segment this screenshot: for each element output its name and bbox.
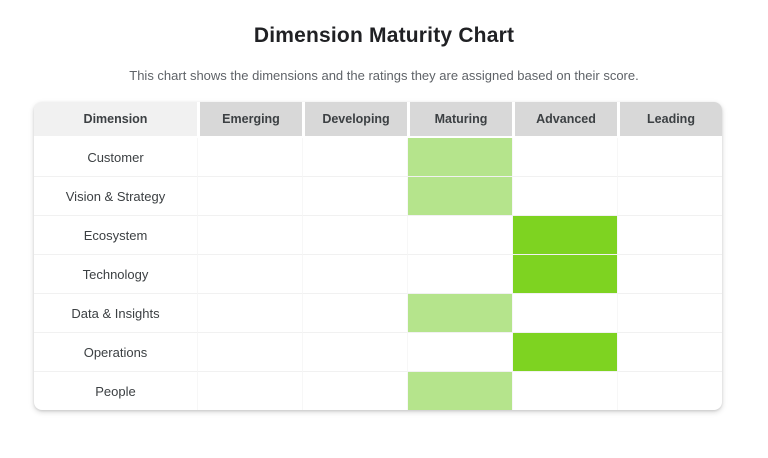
- rating-cell-maturing: [407, 332, 512, 371]
- rating-cell-maturing-filled: [407, 293, 512, 332]
- rating-cell-maturing-filled: [407, 138, 512, 176]
- dimension-label: Data & Insights: [34, 293, 197, 332]
- rating-cell-emerging: [197, 215, 302, 254]
- table-row: Technology: [34, 254, 722, 293]
- table-row: Customer: [34, 138, 722, 176]
- rating-cell-advanced: [512, 176, 617, 215]
- column-header-maturing: Maturing: [407, 102, 512, 138]
- column-header-developing: Developing: [302, 102, 407, 138]
- page-title: Dimension Maturity Chart: [253, 24, 515, 47]
- maturity-table: Dimension Emerging Developing Maturing A…: [34, 102, 722, 410]
- rating-cell-advanced-filled: [512, 332, 617, 371]
- rating-cell-emerging: [197, 332, 302, 371]
- dimension-label: Ecosystem: [34, 215, 197, 254]
- dimension-label: People: [34, 371, 197, 410]
- rating-cell-developing: [302, 176, 407, 215]
- maturity-table-card: Dimension Emerging Developing Maturing A…: [34, 102, 722, 410]
- rating-cell-developing: [302, 138, 407, 176]
- rating-cell-emerging: [197, 176, 302, 215]
- rating-cell-leading: [617, 293, 722, 332]
- column-header-dimension: Dimension: [34, 102, 197, 138]
- rating-cell-leading: [617, 138, 722, 176]
- table-row: Data & Insights: [34, 293, 722, 332]
- dimension-label: Technology: [34, 254, 197, 293]
- rating-cell-developing: [302, 332, 407, 371]
- rating-cell-maturing-filled: [407, 371, 512, 410]
- dimension-label: Operations: [34, 332, 197, 371]
- table-row: Ecosystem: [34, 215, 722, 254]
- rating-cell-leading: [617, 176, 722, 215]
- rating-cell-advanced: [512, 371, 617, 410]
- rating-cell-developing: [302, 254, 407, 293]
- table-row: Vision & Strategy: [34, 176, 722, 215]
- rating-cell-developing: [302, 215, 407, 254]
- rating-cell-advanced-filled: [512, 254, 617, 293]
- column-header-leading: Leading: [617, 102, 722, 138]
- rating-cell-leading: [617, 215, 722, 254]
- page-subtitle: This chart shows the dimensions and the …: [129, 68, 639, 83]
- rating-cell-developing: [302, 293, 407, 332]
- rating-cell-advanced-filled: [512, 215, 617, 254]
- table-row: People: [34, 371, 722, 410]
- rating-cell-emerging: [197, 371, 302, 410]
- dimension-label: Vision & Strategy: [34, 176, 197, 215]
- maturity-table-body: Customer Vision & Strategy Ecosystem Techno…: [34, 138, 722, 410]
- rating-cell-developing: [302, 371, 407, 410]
- rating-cell-leading: [617, 332, 722, 371]
- dimension-label: Customer: [87, 149, 144, 165]
- rating-cell-maturing: [407, 215, 512, 254]
- rating-cell-leading: [617, 254, 722, 293]
- table-header-row: Dimension Emerging Developing Maturing A…: [34, 102, 722, 138]
- rating-cell-emerging: [197, 254, 302, 293]
- rating-cell-emerging: [197, 293, 302, 332]
- column-header-emerging: Emerging: [197, 102, 302, 138]
- table-row: Operations: [34, 332, 722, 371]
- rating-cell-maturing: [407, 254, 512, 293]
- rating-cell-advanced: [512, 293, 617, 332]
- rating-cell-maturing-filled: [407, 176, 512, 215]
- rating-cell-emerging: [197, 138, 302, 176]
- column-header-advanced: Advanced: [512, 102, 617, 138]
- rating-cell-advanced: [512, 138, 617, 176]
- rating-cell-leading: [617, 371, 722, 410]
